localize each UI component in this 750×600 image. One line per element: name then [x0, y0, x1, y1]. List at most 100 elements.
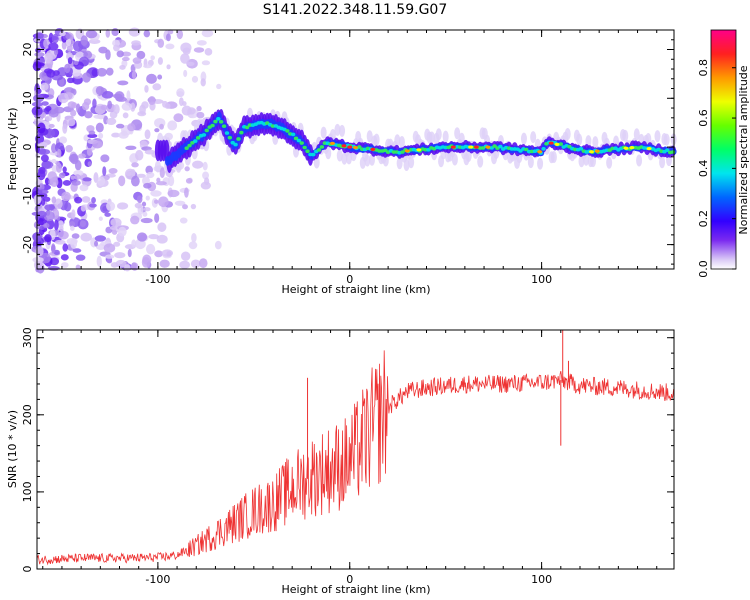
heatmap-cell	[111, 132, 121, 138]
heatmap-cell	[216, 83, 222, 90]
heatmap-hotspot	[646, 147, 652, 151]
heatmap-cell	[116, 202, 129, 210]
heatmap-cell	[85, 30, 98, 39]
heatmap-cell	[157, 57, 163, 65]
heatmap-halo	[663, 133, 670, 146]
heatmap-hotspot	[473, 145, 479, 149]
y-tick-label: 200	[21, 404, 34, 425]
heatmap-cell	[72, 40, 84, 52]
heatmap-cell	[103, 243, 116, 253]
heatmap-cell	[112, 93, 123, 99]
heatmap-cell	[50, 176, 59, 188]
heatmap-cell	[110, 217, 122, 227]
heatmap-ridge-core	[216, 117, 221, 121]
heatmap-halo	[345, 152, 352, 165]
heatmap-cell	[101, 90, 114, 99]
heatmap-cell	[54, 219, 59, 231]
heatmap-halo	[366, 130, 373, 143]
heatmap-cell	[44, 52, 52, 64]
heatmap-cell	[144, 129, 151, 140]
heatmap-cell	[154, 250, 164, 258]
heatmap-cell	[191, 75, 199, 83]
heatmap-cell	[159, 259, 170, 268]
heatmap-halo	[403, 159, 410, 172]
heatmap-cell	[48, 42, 59, 51]
heatmap-ridge-core	[311, 152, 316, 157]
spectrogram-y-ticks: -20 -10 0 10 20	[21, 29, 674, 265]
x-tick-label: -100	[145, 573, 170, 586]
heatmap-hotspot	[623, 146, 629, 150]
heatmap-cell	[117, 80, 129, 86]
heatmap-cell	[39, 148, 51, 155]
colorbar-tick-label: 0.4	[697, 160, 710, 178]
heatmap-hotspot	[370, 147, 376, 152]
heatmap-cell	[39, 225, 45, 231]
heatmap-cell	[106, 117, 117, 125]
heatmap-cell	[113, 104, 120, 115]
heatmap-cell	[34, 32, 44, 40]
heatmap-cell	[80, 35, 88, 46]
heatmap-cell	[70, 238, 78, 249]
heatmap-halo	[435, 128, 442, 141]
heatmap-cell	[135, 149, 144, 161]
heatmap-cell	[34, 52, 45, 57]
heatmap-cell	[121, 102, 133, 111]
heatmap-hotspot	[485, 145, 491, 149]
heatmap-cell	[44, 234, 52, 243]
heatmap-ridge-core	[558, 142, 563, 146]
heatmap-ridge-core	[670, 150, 676, 154]
colorbar-tick-label: 0.8	[697, 59, 710, 77]
colorbar-tick-label: 0.6	[697, 109, 710, 127]
heatmap-cell	[41, 160, 52, 169]
heatmap-halo	[313, 156, 320, 169]
heatmap-cell	[47, 266, 60, 271]
heatmap-cell	[130, 262, 139, 271]
snr-line	[36, 350, 674, 566]
heatmap-cell	[181, 105, 192, 116]
heatmap-ridge-core	[305, 149, 310, 154]
heatmap-cell	[92, 98, 97, 109]
heatmap-ridge-core	[244, 125, 250, 130]
heatmap-cell	[51, 196, 57, 204]
heatmap-cell	[144, 85, 149, 93]
heatmap-hotspot	[341, 144, 347, 148]
heatmap-cell	[58, 136, 68, 144]
heatmap-cell	[35, 260, 44, 269]
heatmap-cell	[202, 171, 210, 180]
heatmap-cell	[54, 198, 63, 210]
heatmap-cell	[154, 128, 160, 133]
heatmap-cell	[142, 211, 148, 217]
heatmap-ridge-core	[187, 143, 192, 148]
heatmap-ridge-core	[498, 144, 503, 149]
heatmap-halo	[458, 132, 465, 145]
heatmap-cell	[95, 85, 105, 96]
heatmap-cell	[158, 196, 169, 208]
heatmap-cell	[186, 61, 195, 66]
heatmap-cell	[67, 57, 73, 65]
heatmap-cell	[94, 235, 107, 242]
heatmap-cell	[201, 29, 214, 38]
heatmap-ridge-core	[201, 133, 207, 137]
heatmap-cell	[66, 118, 76, 127]
heatmap-cell	[37, 122, 46, 134]
heatmap-halo	[373, 133, 380, 146]
heatmap-cell	[176, 29, 184, 40]
heatmap-cell	[74, 174, 81, 180]
heatmap-cell	[71, 209, 76, 220]
heatmap-hotspot	[629, 146, 635, 150]
heatmap-cell	[38, 183, 45, 191]
heatmap-cell	[52, 70, 60, 76]
heatmap-cell	[117, 226, 127, 237]
heatmap-cell	[203, 177, 210, 186]
heatmap-cell	[118, 175, 126, 187]
heatmap-cell	[161, 249, 174, 257]
heatmap-cell	[136, 232, 148, 242]
heatmap-cell	[71, 179, 81, 186]
heatmap-halo	[369, 153, 376, 166]
heatmap-cell	[65, 38, 72, 47]
heatmap-cell	[59, 225, 64, 232]
heatmap-cell	[67, 101, 76, 109]
heatmap-cell	[91, 68, 98, 77]
heatmap-cell	[80, 232, 92, 242]
